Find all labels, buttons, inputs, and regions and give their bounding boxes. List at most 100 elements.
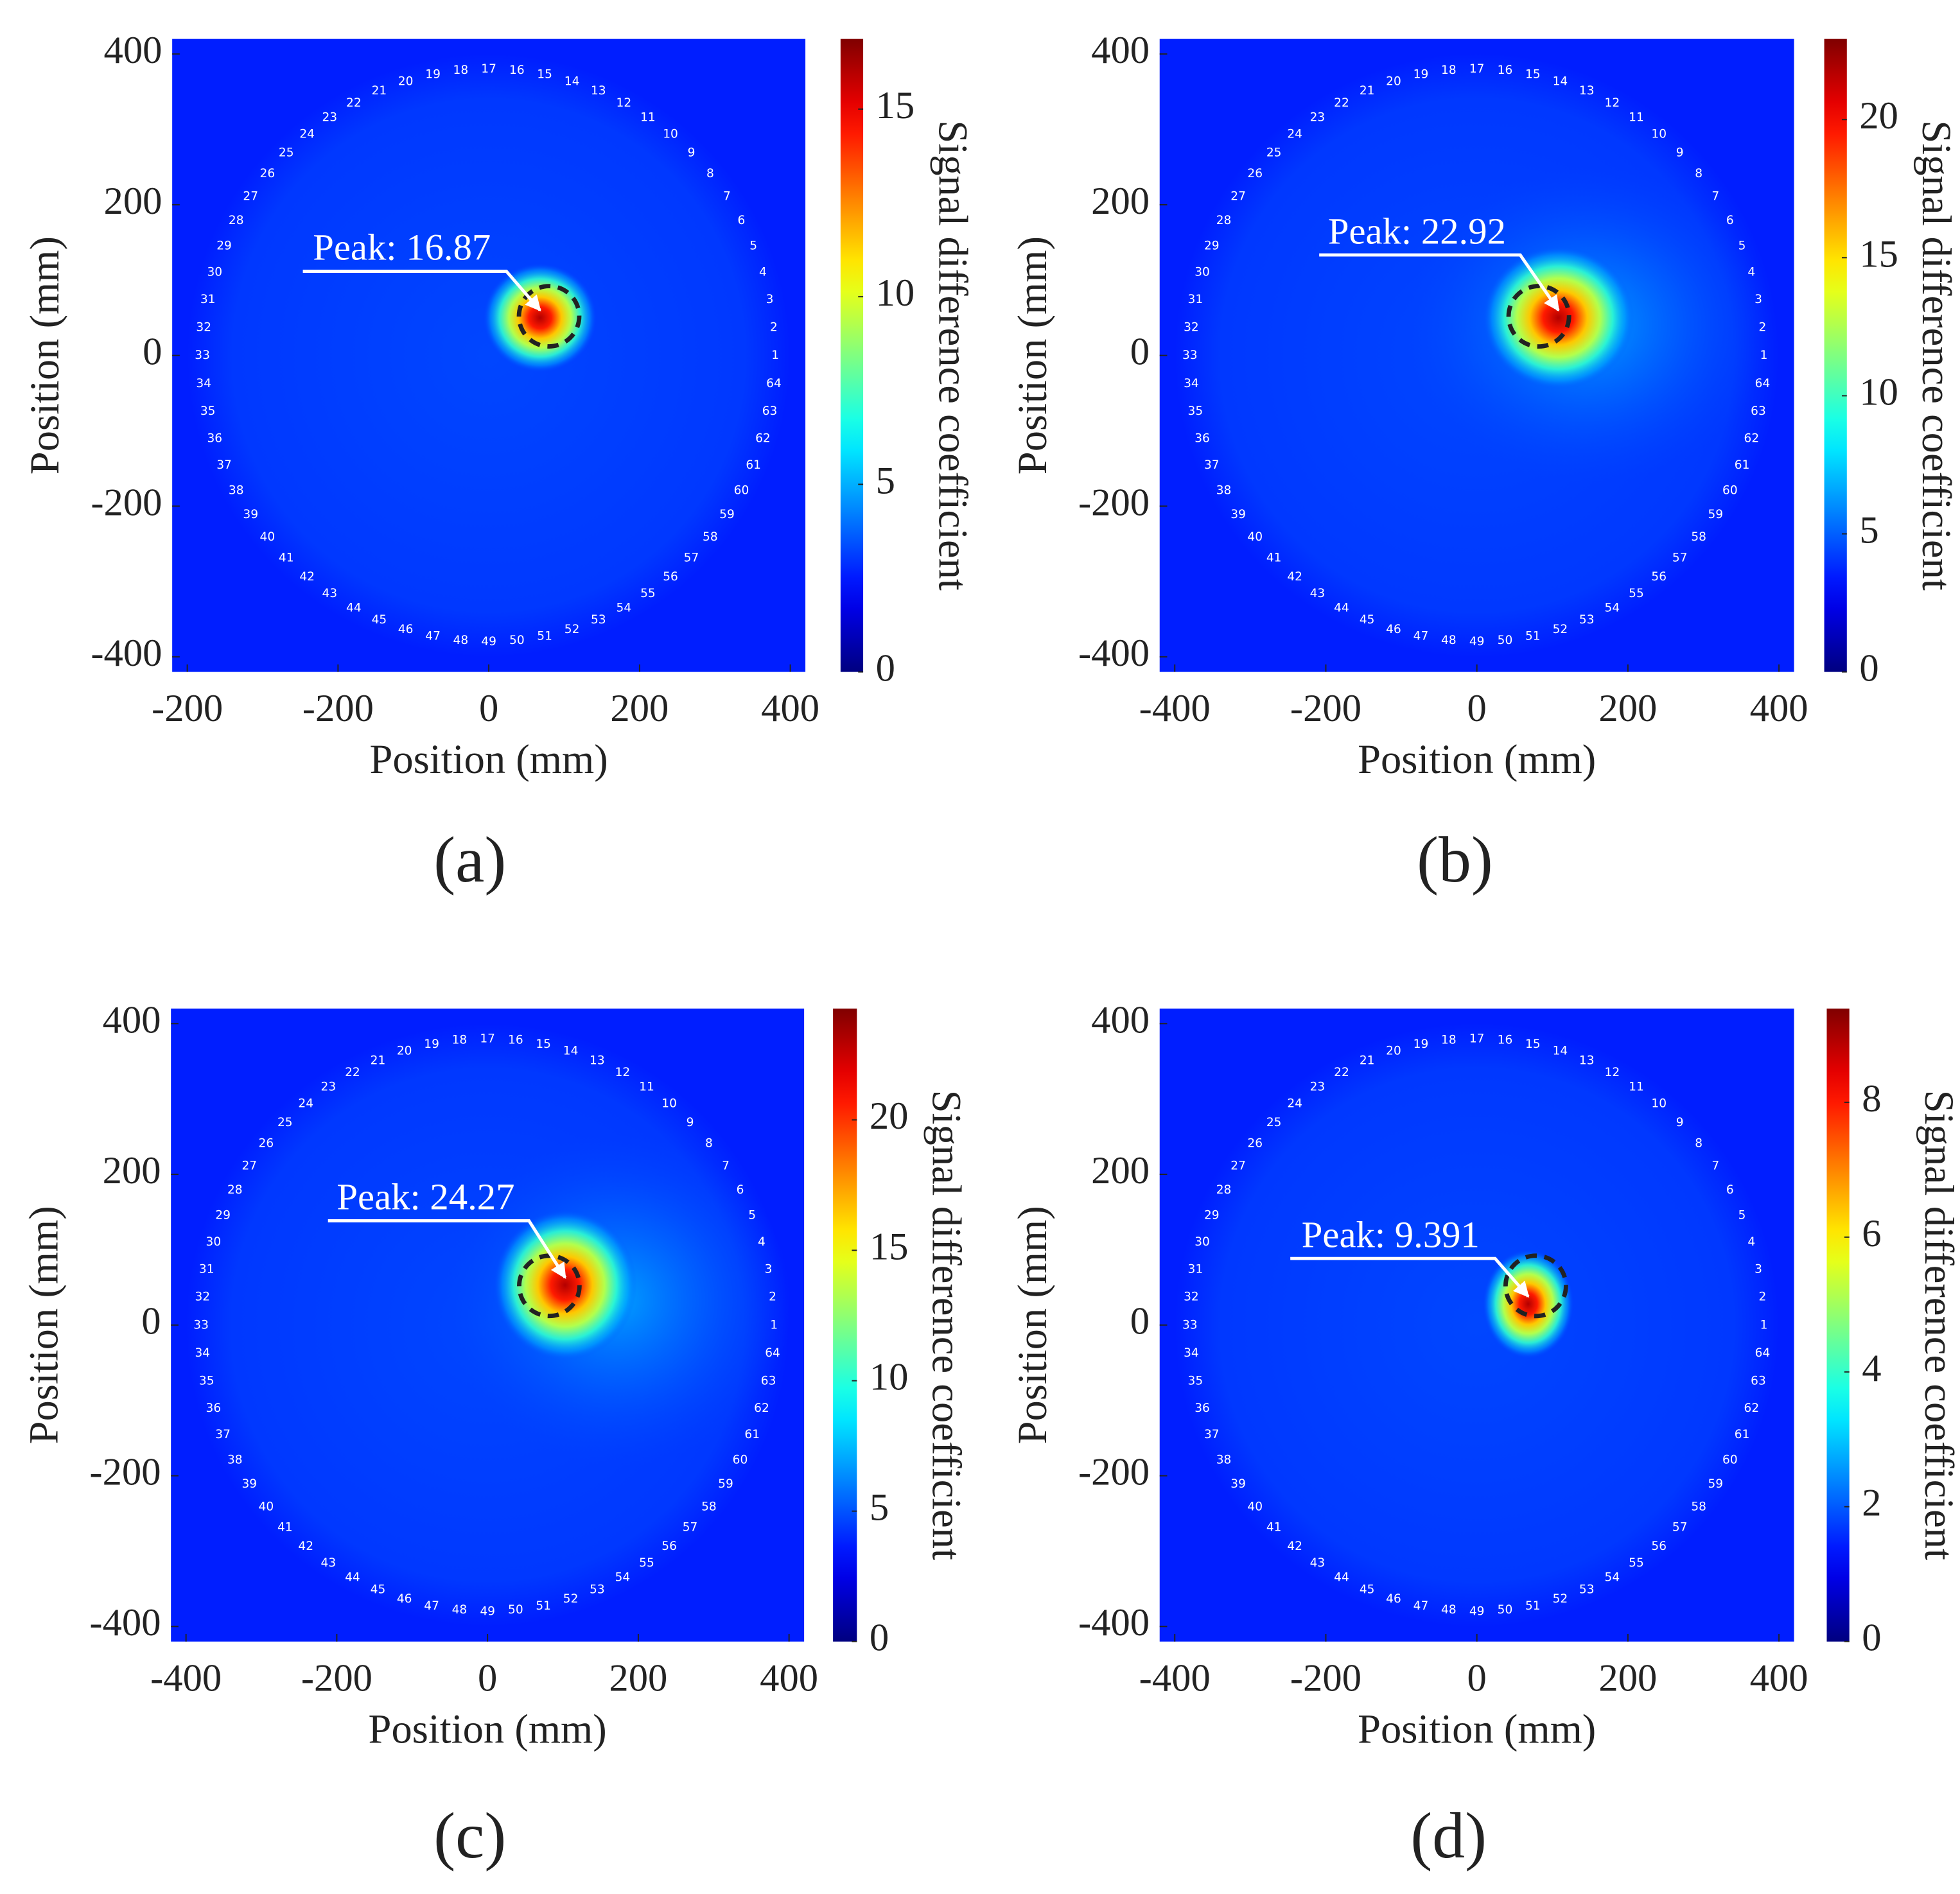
electrode-label: 44 — [345, 1571, 360, 1585]
electrode-label: 57 — [1672, 551, 1688, 564]
x-tick-label: -400 — [1139, 687, 1211, 730]
electrode-label: 27 — [241, 1160, 257, 1173]
y-tick-label: 0 — [1130, 331, 1150, 374]
electrode-label: 55 — [1629, 587, 1644, 600]
y-tick-label: 200 — [104, 180, 162, 223]
electrode-label: 29 — [216, 239, 232, 252]
electrode-label: 40 — [259, 1500, 274, 1513]
electrode-label: 63 — [1751, 404, 1766, 418]
electrode-label: 9 — [688, 146, 696, 160]
electrode-label: 48 — [1441, 634, 1457, 647]
electrode-label: 52 — [1553, 1592, 1568, 1606]
x-tick-label: 200 — [1598, 687, 1657, 730]
electrode-label: 33 — [195, 349, 210, 362]
x-tick-label: 400 — [1750, 1656, 1808, 1699]
electrode-label: 55 — [639, 1556, 654, 1570]
electrode-label: 60 — [1722, 483, 1738, 497]
electrode-label: 54 — [1605, 1571, 1620, 1585]
electrode-label: 30 — [1194, 1235, 1210, 1249]
electrode-label: 6 — [1726, 214, 1734, 227]
y-axis-label: Position (mm) — [20, 1206, 67, 1444]
electrode-label: 20 — [1386, 1045, 1401, 1058]
electrode-label: 26 — [1247, 167, 1263, 180]
annotation-leader — [302, 270, 541, 312]
x-tick-label: 0 — [478, 1656, 497, 1699]
electrode-label: 31 — [199, 1262, 214, 1276]
electrode-label: 30 — [1194, 266, 1210, 279]
electrode-label: 13 — [590, 1054, 605, 1067]
electrode-label: 42 — [1287, 570, 1302, 584]
colorbar-label: Signal difference coefficient — [930, 120, 976, 590]
electrode-label: 11 — [1629, 1080, 1644, 1093]
electrode-label: 45 — [1360, 613, 1375, 627]
peak-label: Peak: 9.391 — [1302, 1213, 1480, 1255]
electrode-label: 13 — [591, 84, 606, 98]
electrode-label: 58 — [1691, 530, 1706, 544]
electrode-label: 43 — [322, 587, 337, 600]
electrode-label: 56 — [1651, 1540, 1667, 1553]
x-tick-label: -200 — [1290, 1656, 1361, 1699]
electrode-label: 25 — [1266, 146, 1282, 160]
electrode-label: 33 — [1182, 1318, 1198, 1332]
electrode-label: 39 — [241, 1477, 257, 1491]
electrode-label: 22 — [1334, 96, 1349, 110]
y-axis-label: Position (mm) — [21, 236, 68, 474]
y-tick-label: 0 — [141, 1300, 161, 1343]
electrode-label: 32 — [196, 320, 211, 334]
electrode-label: 61 — [1735, 458, 1750, 472]
electrode-label: 49 — [1469, 635, 1485, 648]
electrode-label: 31 — [1188, 293, 1203, 306]
electrode-label: 13 — [1579, 1054, 1595, 1067]
electrode-label: 23 — [321, 1080, 337, 1093]
annotation-leader — [1319, 253, 1560, 312]
electrode-label: 38 — [1216, 1454, 1232, 1467]
electrode-label: 62 — [1744, 1402, 1760, 1415]
electrode-label: 17 — [1469, 62, 1485, 76]
electrode-label: 39 — [1230, 508, 1246, 521]
electrode-label: 17 — [1469, 1032, 1485, 1045]
y-tick-label: 400 — [104, 29, 162, 72]
y-tick-label: -400 — [91, 632, 162, 675]
electrode-label: 14 — [1553, 1045, 1568, 1058]
electrode-label: 46 — [398, 623, 414, 636]
electrode-label: 36 — [207, 432, 222, 446]
colorbar-tick-label: 15 — [876, 84, 915, 127]
electrode-label: 10 — [1651, 1097, 1667, 1111]
x-tick-label: -200 — [301, 1656, 372, 1699]
electrode-label: 64 — [765, 1346, 780, 1360]
electrode-label: 30 — [206, 1235, 222, 1249]
electrode-label: 14 — [563, 1045, 579, 1058]
electrode-label: 11 — [639, 1080, 654, 1093]
colorbar-label: Signal difference coefficient — [1916, 1090, 1960, 1560]
panel: 1234567891011121314151617181920212223242… — [21, 29, 976, 896]
electrode-label: 59 — [718, 1477, 733, 1491]
peak-label: Peak: 16.87 — [313, 227, 491, 268]
electrode-label: 36 — [1194, 1402, 1210, 1415]
panel-caption: (d) — [1410, 1800, 1487, 1872]
electrode-label: 20 — [398, 74, 414, 88]
y-tick-label: 200 — [1091, 180, 1150, 223]
measurement-disc — [187, 54, 791, 657]
electrode-label: 25 — [277, 1116, 293, 1129]
electrode-label: 2 — [1759, 1290, 1767, 1304]
electrode-label: 43 — [1310, 1556, 1326, 1570]
electrode-label: 18 — [453, 64, 469, 77]
colorbar — [1826, 1008, 1850, 1642]
colorbar-tick-label: 5 — [870, 1486, 889, 1529]
electrode-label: 47 — [1413, 630, 1429, 643]
electrode-label: 4 — [1747, 1235, 1755, 1249]
colorbar-tick-label: 10 — [1859, 370, 1898, 413]
electrode-label: 44 — [346, 601, 362, 614]
electrode-label: 64 — [1755, 377, 1771, 390]
heatmap-field — [1175, 1023, 1780, 1628]
electrode-label: 43 — [1310, 587, 1326, 600]
electrode-label: 51 — [1525, 1599, 1541, 1613]
electrode-label: 57 — [684, 551, 699, 564]
y-tick-label: -400 — [1078, 632, 1150, 675]
target-circle — [516, 284, 582, 349]
electrode-label: 8 — [1695, 167, 1702, 180]
electrode-label: 61 — [746, 458, 761, 472]
electrode-label: 10 — [663, 127, 678, 141]
electrode-label: 53 — [1579, 613, 1595, 627]
